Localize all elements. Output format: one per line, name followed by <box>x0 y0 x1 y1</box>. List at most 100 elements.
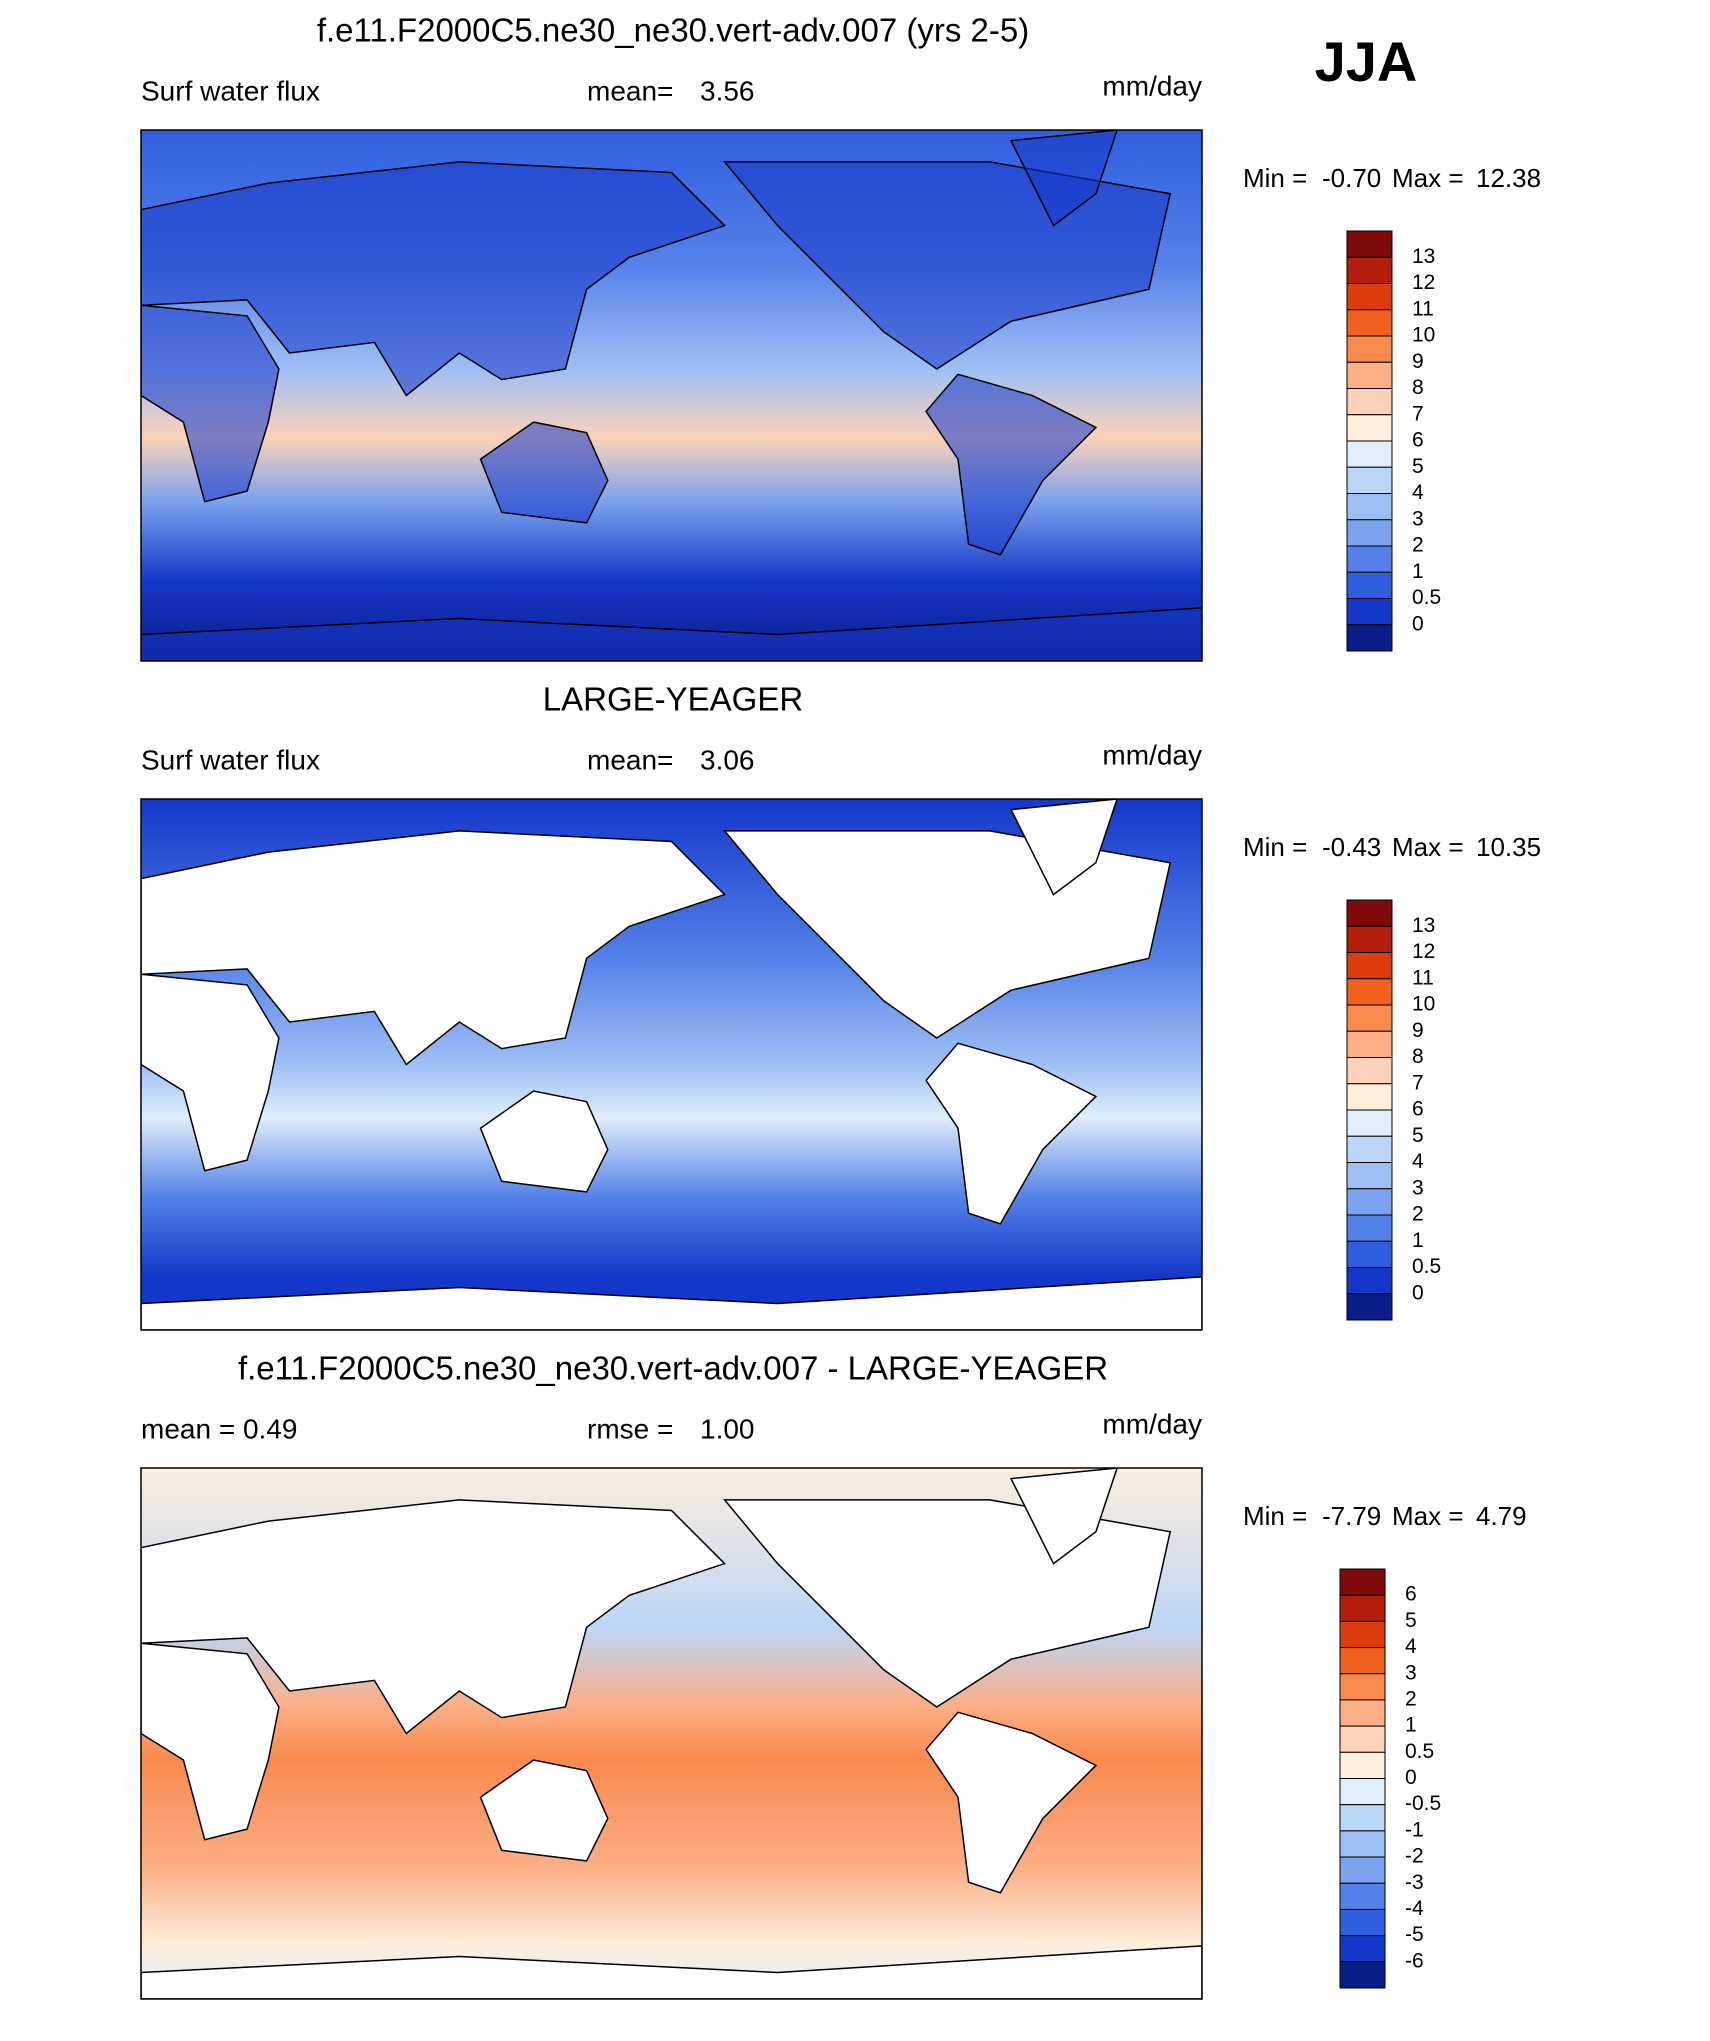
colorbar-box <box>1339 1673 1386 1701</box>
continent <box>141 1276 1202 1330</box>
map-frame <box>140 798 1203 1331</box>
max-label: Max = <box>1392 1501 1464 1531</box>
colorbar-box <box>1346 283 1393 311</box>
colorbar-label: 5 <box>1405 1609 1417 1632</box>
colorbar-label: 6 <box>1412 429 1424 452</box>
colorbar-box <box>1346 1109 1393 1137</box>
colorbar-box <box>1346 624 1393 652</box>
colorbar-label: 5 <box>1412 455 1424 478</box>
colorbar-box <box>1346 598 1393 626</box>
colorbar-label: 8 <box>1412 1045 1424 1068</box>
colorbar-box <box>1339 1935 1386 1963</box>
colorbar-label: 0 <box>1412 612 1424 635</box>
colorbar-label: 3 <box>1412 1176 1424 1199</box>
min-value: -7.79 <box>1322 1501 1381 1531</box>
min-value: -0.43 <box>1322 832 1381 862</box>
continent <box>141 1945 1202 1999</box>
colorbar-box <box>1346 1240 1393 1268</box>
colorbar-label: 3 <box>1405 1661 1417 1684</box>
colorbar-box <box>1346 545 1393 573</box>
map <box>141 1468 1202 1999</box>
map <box>141 130 1202 661</box>
max-value: 12.38 <box>1476 163 1541 193</box>
variable-label: mean = 0.49 <box>141 1413 297 1444</box>
max-label: Max = <box>1392 163 1464 193</box>
colorbar-box <box>1346 1293 1393 1321</box>
colorbar-box <box>1346 388 1393 416</box>
colorbar-label: -4 <box>1405 1897 1424 1920</box>
colorbar-label: 1 <box>1405 1714 1417 1737</box>
colorbar-label: 0 <box>1405 1766 1417 1789</box>
continent <box>479 1090 609 1193</box>
colorbar-box <box>1346 414 1393 442</box>
colorbar-box <box>1346 1162 1393 1190</box>
map-frame <box>140 129 1203 662</box>
colorbar-label: 1 <box>1412 560 1424 583</box>
continent <box>925 1711 1098 1894</box>
colorbar-box <box>1346 466 1393 494</box>
colorbar-label: 11 <box>1412 297 1434 320</box>
colorbar-box <box>1346 1004 1393 1032</box>
colorbar-box <box>1339 1594 1386 1622</box>
colorbar-box <box>1346 952 1393 980</box>
colorbar-label: 4 <box>1412 1150 1424 1173</box>
colorbar-label: 7 <box>1412 1071 1424 1094</box>
stat-label: mean= <box>587 75 673 106</box>
colorbar-label: 9 <box>1412 350 1424 373</box>
colorbar-label: 2 <box>1412 534 1424 557</box>
continent <box>479 421 609 524</box>
panel-title: f.e11.F2000C5.ne30_ne30.vert-adv.007 - L… <box>238 1350 1108 1387</box>
colorbar-label: 12 <box>1412 940 1435 963</box>
colorbar-box <box>1339 1725 1386 1753</box>
colorbar-label: -6 <box>1405 1949 1424 1972</box>
colorbar-box <box>1346 1267 1393 1295</box>
colorbar-label: 10 <box>1412 324 1435 347</box>
colorbar-box <box>1346 230 1393 258</box>
colorbar-label: -5 <box>1405 1923 1424 1946</box>
colorbar-label: 1 <box>1412 1229 1424 1252</box>
map <box>141 799 1202 1330</box>
map-frame <box>140 1467 1203 2000</box>
colorbar-box <box>1339 1647 1386 1675</box>
colorbar-label: 11 <box>1412 966 1434 989</box>
colorbar-box <box>1346 256 1393 284</box>
colorbar-label: 5 <box>1412 1124 1424 1147</box>
colorbar-box <box>1346 1135 1393 1163</box>
colorbar-box <box>1339 1856 1386 1884</box>
colorbar-label: 2 <box>1412 1203 1424 1226</box>
colorbar-label: 7 <box>1412 402 1424 425</box>
colorbar-box <box>1346 925 1393 953</box>
stat-value: 1.00 <box>700 1413 755 1444</box>
max-label: Max = <box>1392 832 1464 862</box>
colorbar-box <box>1346 1188 1393 1216</box>
colorbar-label: 0.5 <box>1412 1255 1441 1278</box>
colorbar-label: 12 <box>1412 271 1435 294</box>
continent <box>141 830 726 1066</box>
continent <box>141 1499 726 1735</box>
stat-value: 3.06 <box>700 744 755 775</box>
max-value: 4.79 <box>1476 1501 1527 1531</box>
colorbar-label: 6 <box>1412 1098 1424 1121</box>
colorbar-box <box>1346 571 1393 599</box>
colorbar-box <box>1339 1908 1386 1937</box>
colorbar-label: 4 <box>1405 1635 1417 1658</box>
colorbar-label: 8 <box>1412 376 1424 399</box>
colorbar-box <box>1339 1830 1386 1858</box>
colorbar-label: 0.5 <box>1405 1740 1434 1763</box>
colorbar-label: 13 <box>1412 914 1435 937</box>
colorbar-label: -0.5 <box>1405 1792 1441 1815</box>
colorbar-label: 10 <box>1412 993 1435 1016</box>
panel-title: f.e11.F2000C5.ne30_ne30.vert-adv.007 (yr… <box>317 12 1029 49</box>
colorbar-box <box>1346 493 1393 521</box>
colorbar-box <box>1339 1778 1386 1806</box>
units-label: mm/day <box>1102 739 1202 770</box>
max-value: 10.35 <box>1476 832 1541 862</box>
colorbar-box <box>1339 1804 1386 1832</box>
stat-label: mean= <box>587 744 673 775</box>
colorbar-box <box>1339 1961 1386 1989</box>
colorbar-label: 2 <box>1405 1687 1417 1710</box>
colorbar-label: 3 <box>1412 507 1424 530</box>
min-label: Min = <box>1243 163 1307 193</box>
continent <box>479 1759 609 1862</box>
